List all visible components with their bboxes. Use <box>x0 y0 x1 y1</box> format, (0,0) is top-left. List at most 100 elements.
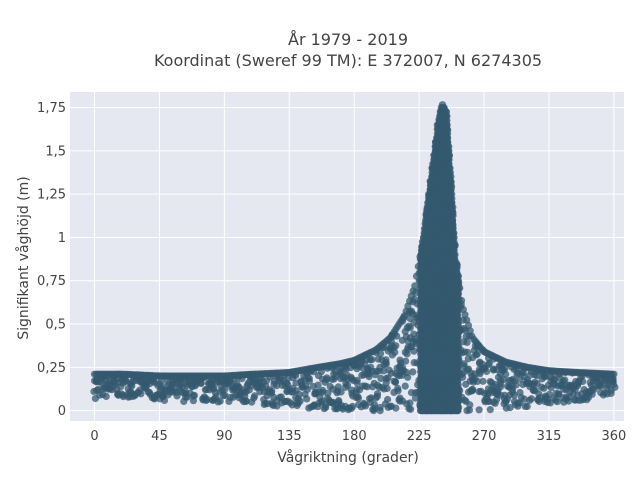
data-point <box>160 396 169 404</box>
data-point <box>102 392 110 400</box>
data-point <box>190 391 198 399</box>
data-point <box>450 229 458 237</box>
data-point <box>473 350 481 358</box>
y-tick-label: 1,25 <box>37 188 66 203</box>
data-point <box>483 367 491 376</box>
data-point <box>382 360 390 368</box>
data-point <box>443 112 451 120</box>
data-point <box>443 121 451 129</box>
data-point <box>447 173 455 181</box>
data-point <box>475 406 483 414</box>
x-tick-label: 360 <box>601 429 626 444</box>
data-point <box>445 155 453 164</box>
data-point <box>501 365 509 373</box>
data-point <box>197 379 205 387</box>
data-point <box>384 395 392 404</box>
x-tick-label: 90 <box>216 429 233 444</box>
data-point <box>527 395 536 403</box>
data-point <box>365 373 373 381</box>
data-points <box>90 101 619 415</box>
data-point <box>469 385 477 393</box>
x-tick-label: 135 <box>277 429 302 444</box>
data-point <box>445 142 453 151</box>
x-tick-label: 45 <box>151 429 168 444</box>
data-point <box>410 347 418 355</box>
data-point <box>242 397 250 405</box>
data-point <box>128 382 136 390</box>
x-tick-label: 225 <box>407 429 432 444</box>
tick-labels: 0 45 90 135 180 225 270 315 360 0 0,25 0,5 0,75 1 1,25… <box>37 101 626 444</box>
data-point <box>523 402 531 410</box>
data-point <box>349 402 357 410</box>
data-point <box>449 212 457 220</box>
data-point <box>373 390 382 398</box>
data-point <box>216 397 224 405</box>
y-tick-label: 1,75 <box>37 101 66 116</box>
data-point <box>609 377 617 385</box>
data-point <box>343 381 352 389</box>
data-point <box>597 380 605 389</box>
data-point <box>454 272 462 280</box>
data-point <box>406 324 414 332</box>
data-point <box>512 381 520 389</box>
data-point <box>579 377 587 386</box>
data-point <box>363 383 371 391</box>
data-point <box>145 388 153 396</box>
x-tick-label: 0 <box>90 429 98 444</box>
data-point <box>394 384 402 392</box>
data-point <box>368 356 376 364</box>
data-point <box>447 186 455 194</box>
x-tick-label: 270 <box>472 429 497 444</box>
data-point <box>561 376 569 384</box>
chart-title-line-1: År 1979 - 2019 <box>288 30 408 49</box>
data-point <box>411 394 419 402</box>
y-tick-label: 0,75 <box>37 274 66 289</box>
data-point <box>607 389 615 397</box>
x-tick-label: 180 <box>342 429 367 444</box>
data-point <box>409 368 417 376</box>
data-point <box>448 199 456 207</box>
data-point <box>337 388 345 396</box>
data-point <box>303 385 311 394</box>
data-point <box>376 403 384 412</box>
data-point <box>535 390 543 398</box>
data-point <box>353 376 361 384</box>
data-point <box>296 397 304 405</box>
y-tick-label: 0,25 <box>37 361 66 376</box>
y-tick-label: 1,5 <box>45 144 66 159</box>
y-tick-label: 0,5 <box>45 318 66 333</box>
data-point <box>464 348 472 356</box>
data-point <box>383 384 391 393</box>
data-point <box>506 404 514 412</box>
data-point <box>323 376 331 384</box>
data-point <box>502 370 510 378</box>
data-point <box>509 375 517 383</box>
y-axis-title: Signifikant våghöjd (m) <box>15 176 32 339</box>
data-point <box>407 405 415 413</box>
data-point <box>466 401 474 409</box>
x-tick-label: 315 <box>537 429 562 444</box>
data-point <box>314 381 322 389</box>
data-point <box>446 164 454 172</box>
data-point <box>443 134 451 142</box>
chart-title-line-2: Koordinat (Sweref 99 TM): E 372007, N 62… <box>154 51 542 70</box>
data-point <box>451 242 459 250</box>
data-point <box>137 390 145 398</box>
data-point <box>404 373 412 381</box>
data-point <box>377 374 385 382</box>
data-point <box>251 392 259 400</box>
data-point <box>396 356 404 364</box>
data-point <box>393 332 401 340</box>
data-point <box>479 377 487 385</box>
data-point <box>463 338 471 346</box>
data-point <box>203 395 211 404</box>
data-point <box>464 321 473 329</box>
data-point <box>411 282 419 290</box>
data-point <box>392 404 400 412</box>
x-axis-title: Vågriktning (grader) <box>277 449 419 466</box>
data-point <box>305 374 313 382</box>
data-point <box>406 399 414 407</box>
y-tick-label: 0 <box>58 404 66 419</box>
data-point <box>354 394 363 402</box>
